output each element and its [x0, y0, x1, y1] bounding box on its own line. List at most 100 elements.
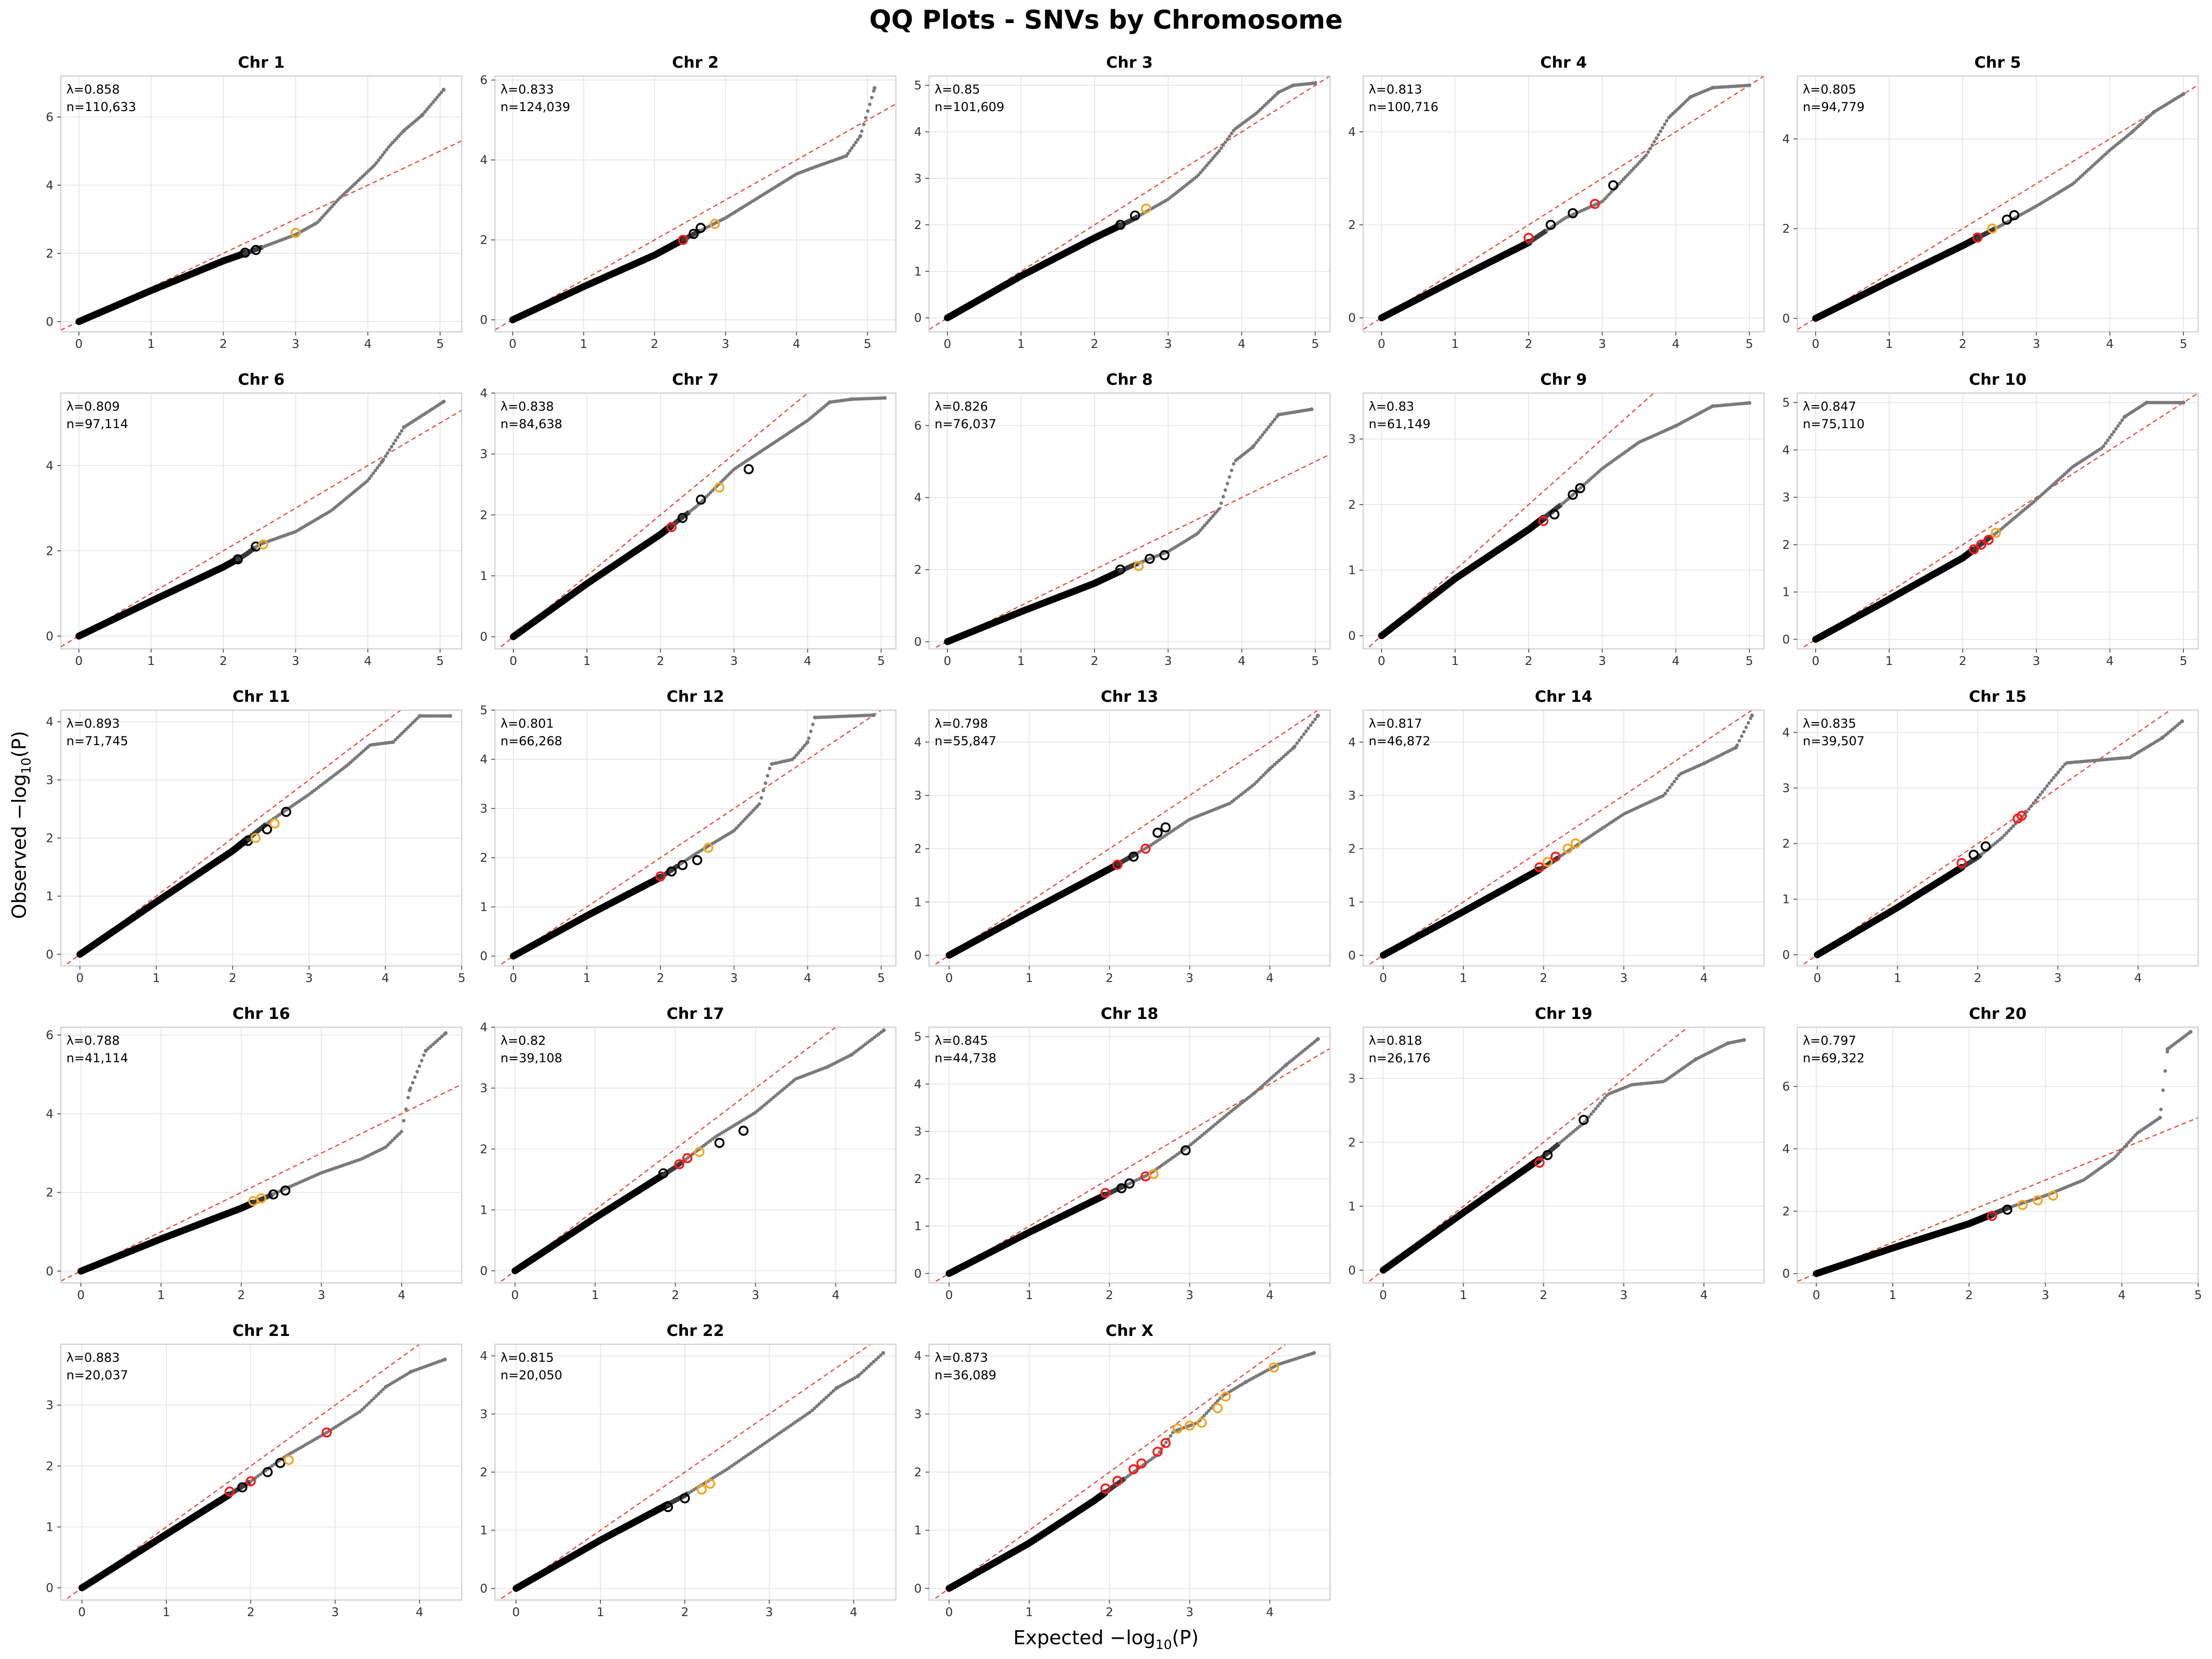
tail-point — [362, 1406, 366, 1410]
y-tick-label: 0 — [1348, 312, 1356, 325]
y-tick-label: 2 — [46, 1459, 53, 1473]
y-tick-label: 4 — [1782, 132, 1790, 146]
panel-title: Chr 1 — [238, 53, 284, 72]
tail-point — [400, 429, 404, 433]
y-tick-label: 3 — [46, 1399, 53, 1412]
x-tick-label: 2 — [1974, 971, 1982, 985]
x-tick-label: 5 — [1312, 337, 1319, 351]
tail-point — [386, 1143, 390, 1147]
n-annotation: n=101,609 — [935, 100, 1004, 114]
qq-panel: 0 1 2 3 4 0 1 2 3 Chr 21 λ=0.883 n=20,037 — [46, 1322, 463, 1619]
lambda-annotation: λ=0.813 — [1369, 82, 1422, 97]
tail-point — [1205, 521, 1209, 525]
highlighted-variant-point — [1136, 1458, 1147, 1469]
tail-point — [1259, 776, 1263, 779]
y-tick-label: 3 — [480, 802, 488, 816]
panel-background — [61, 393, 462, 649]
x-tick-label: 3 — [1620, 1288, 1628, 1302]
x-tick-label: 4 — [804, 971, 812, 985]
panel-title: Chr 3 — [1106, 53, 1153, 72]
y-tick-label: 0 — [480, 1582, 488, 1596]
tail-point — [1742, 1038, 1746, 1042]
qq-panel: 0 1 2 3 4 5 0 2 4 6 Chr 1 λ=0.858 n=110,633 — [46, 53, 463, 351]
tail-point — [2125, 1142, 2129, 1147]
tail-point — [1734, 745, 1738, 750]
y-tick-label: 4 — [1348, 125, 1356, 139]
highlighted-variant-point — [1608, 180, 1618, 191]
highlighted-variant-point — [1524, 233, 1534, 243]
x-tick-label: 3 — [1599, 337, 1606, 351]
tail-point — [2059, 768, 2062, 771]
lambda-annotation: λ=0.805 — [1803, 82, 1856, 97]
tail-point — [1659, 129, 1663, 133]
tail-point — [367, 477, 371, 481]
x-tick-label: 4 — [832, 1288, 840, 1302]
x-tick-label: 1 — [591, 1288, 599, 1302]
tail-point — [2002, 833, 2006, 837]
tail-point — [828, 400, 832, 405]
highlighted-variant-point — [1172, 1423, 1183, 1434]
highlighted-variant-point — [240, 247, 250, 258]
tail-point — [1273, 763, 1277, 766]
tail-point — [811, 723, 815, 726]
n-annotation: n=97,114 — [66, 417, 128, 431]
tail-point — [391, 740, 395, 744]
tail-point — [2165, 1050, 2169, 1054]
highlighted-variant-point — [1196, 1418, 1207, 1428]
tail-point — [1742, 730, 1746, 734]
panel-frame — [1796, 709, 2199, 967]
x-tick-label: 2 — [1959, 654, 1967, 668]
tail-point — [1297, 738, 1301, 742]
tail-point — [1589, 1112, 1593, 1116]
x-tick-label: 0 — [945, 971, 953, 985]
tail-point — [1591, 1109, 1595, 1113]
panel-plot-area — [61, 88, 462, 331]
tail-point — [1157, 1450, 1161, 1454]
x-tick-label: 0 — [77, 1288, 85, 1302]
tail-point — [2101, 444, 2106, 448]
tail-point — [406, 1095, 410, 1100]
tail-point — [1654, 136, 1659, 140]
x-tick-label: 3 — [1599, 654, 1606, 668]
tail-point — [334, 200, 338, 204]
x-tick-label: 5 — [2180, 337, 2188, 351]
tail-point — [1670, 782, 1674, 787]
tail-point — [375, 161, 378, 165]
n-annotation: n=26,176 — [1369, 1051, 1430, 1065]
x-tick-label: 1 — [1885, 337, 1893, 351]
tail-point — [827, 1393, 831, 1397]
y-tick-label: 5 — [914, 1030, 922, 1044]
tail-point — [872, 89, 876, 93]
tail-point — [400, 731, 404, 735]
tail-point — [2108, 435, 2112, 440]
panel-frame — [928, 392, 1331, 650]
n-annotation: n=75,110 — [1803, 417, 1865, 431]
tail-point — [1634, 164, 1638, 168]
highlighted-variant-point — [738, 1125, 749, 1136]
y-tick-label: 6 — [914, 419, 922, 433]
tail-point — [2031, 801, 2036, 805]
tail-point — [382, 150, 387, 154]
tail-point — [1292, 745, 1296, 750]
tail-point — [2114, 427, 2118, 431]
x-tick-label: 0 — [509, 337, 517, 351]
panel-plot-area — [1366, 710, 1754, 966]
x-tick-label: 2 — [1106, 971, 1113, 985]
y-tick-label: 3 — [480, 1082, 488, 1095]
highlighted-variant-point — [1141, 203, 1151, 214]
x-tick-label: 1 — [147, 654, 155, 668]
y-tick-label: 2 — [1348, 1136, 1356, 1150]
lambda-annotation: λ=0.815 — [500, 1351, 554, 1365]
tail-point — [854, 141, 858, 144]
tail-point — [418, 714, 422, 718]
tail-point — [850, 146, 854, 150]
tail-point — [1224, 488, 1227, 492]
tail-point — [1740, 734, 1744, 738]
x-tick-label: 4 — [416, 1606, 424, 1619]
panel-title: Chr 10 — [1969, 371, 2026, 389]
x-tick-label: 3 — [722, 337, 729, 351]
tail-point — [390, 1138, 394, 1142]
tail-point — [407, 1088, 412, 1092]
observed-points-band — [75, 250, 249, 325]
